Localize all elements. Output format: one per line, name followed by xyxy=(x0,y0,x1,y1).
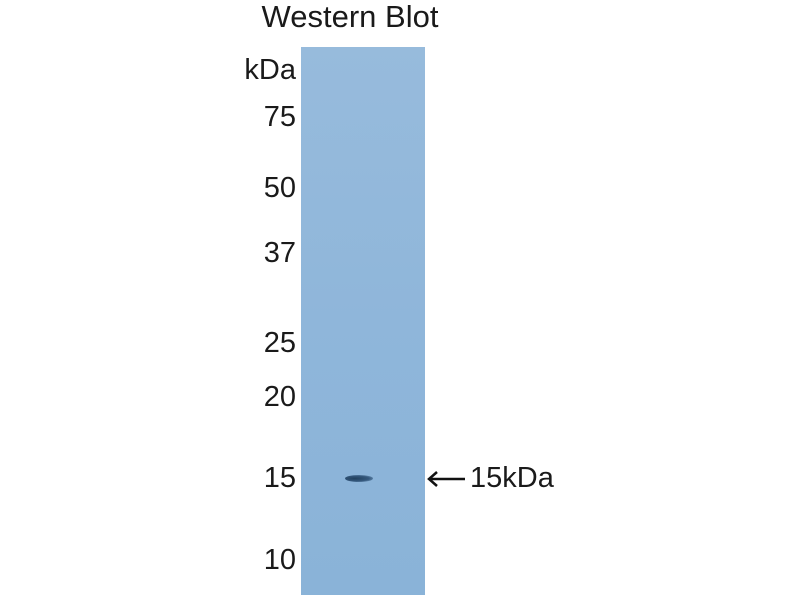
blot-lane xyxy=(301,47,425,595)
band-size-label: 15kDa xyxy=(470,462,554,494)
marker-15: 15 xyxy=(263,462,296,494)
marker-75: 75 xyxy=(263,101,296,133)
protein-band xyxy=(345,475,373,482)
marker-37: 37 xyxy=(263,237,296,269)
marker-10: 10 xyxy=(263,544,296,576)
figure-title: Western Blot xyxy=(261,0,439,34)
marker-50: 50 xyxy=(263,172,296,204)
arrow-left-icon xyxy=(427,471,465,487)
marker-20: 20 xyxy=(263,381,296,413)
marker-25: 25 xyxy=(263,327,296,359)
unit-label: kDa xyxy=(244,54,296,86)
